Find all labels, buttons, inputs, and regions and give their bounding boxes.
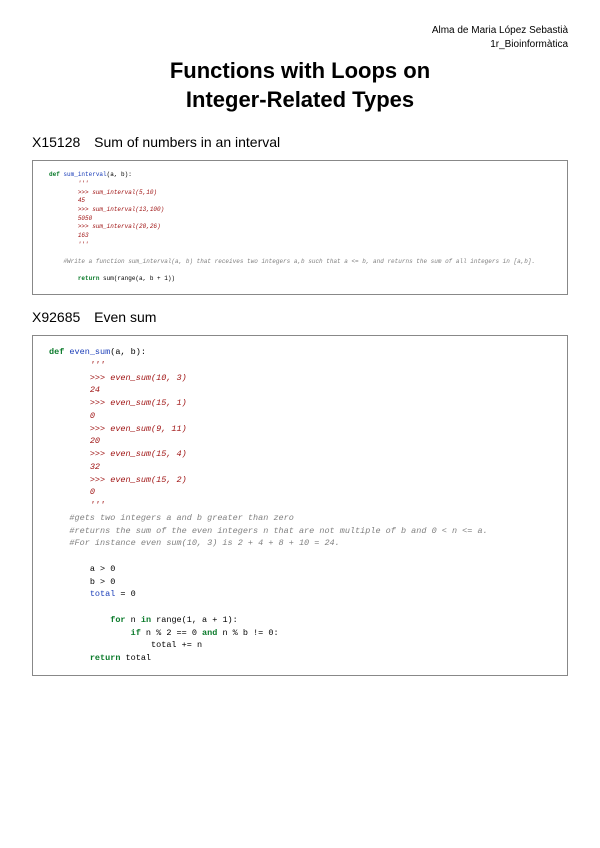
problem-id-2: X92685 — [32, 309, 80, 325]
keyword-return: return — [78, 275, 100, 282]
section-heading-2: X92685 Even sum — [32, 309, 568, 325]
doctest-line: 45 — [78, 197, 85, 204]
doctest-line: 0 — [90, 487, 95, 497]
doctest-line: >>> sum_interval(5,10) — [78, 189, 157, 196]
comment-line: #returns the sum of the even integers n … — [69, 526, 487, 536]
range-call: range(1, a + 1): — [151, 615, 238, 625]
doctest-line: 20 — [90, 436, 100, 446]
doctest-line: >>> sum_interval(13,100) — [78, 206, 164, 213]
doctest-line: 32 — [90, 462, 100, 472]
header-meta: Alma de Maria López Sebastià 1r_Bioinfor… — [32, 24, 568, 51]
page-title: Functions with Loops on Integer-Related … — [32, 57, 568, 114]
signature: (a, b): — [110, 347, 146, 357]
course-name: 1r_Bioinformàtica — [32, 38, 568, 52]
var-total: total — [90, 589, 116, 599]
problem-id-1: X15128 — [32, 134, 80, 150]
keyword-and: and — [202, 628, 217, 638]
stmt-increment: total += n — [151, 640, 202, 650]
code-block-2: def even_sum(a, b): ''' >>> even_sum(10,… — [32, 335, 568, 676]
title-line-1: Functions with Loops on — [32, 57, 568, 86]
keyword-in: in — [141, 615, 151, 625]
docstring-close: ''' — [90, 500, 105, 510]
doctest-line: >>> even_sum(9, 11) — [90, 424, 187, 434]
keyword-def: def — [49, 171, 60, 178]
docstring-open: ''' — [90, 360, 105, 370]
problem-name-2: Even sum — [94, 309, 156, 325]
signature: (a, b): — [107, 171, 132, 178]
author-name: Alma de Maria López Sebastià — [32, 24, 568, 38]
cond: n % 2 == 0 — [141, 628, 202, 638]
doctest-line: 5050 — [78, 215, 92, 222]
return-body: total — [120, 653, 151, 663]
docstring-open: ''' — [78, 180, 89, 187]
title-line-2: Integer-Related Types — [32, 86, 568, 115]
return-body: sum(range(a, b + 1)) — [99, 275, 175, 282]
keyword-if: if — [131, 628, 141, 638]
comment-line: #For instance even sum(10, 3) is 2 + 4 +… — [69, 538, 339, 548]
problem-name-1: Sum of numbers in an interval — [94, 134, 280, 150]
keyword-def: def — [49, 347, 64, 357]
stmt: a > 0 — [90, 564, 116, 574]
doctest-line: 0 — [90, 411, 95, 421]
docstring-close: ''' — [78, 241, 89, 248]
keyword-return: return — [90, 653, 121, 663]
assign: = 0 — [115, 589, 135, 599]
keyword-for: for — [110, 615, 125, 625]
cond: n % b != 0: — [217, 628, 278, 638]
doctest-line: >>> sum_interval(20,26) — [78, 223, 161, 230]
stmt: b > 0 — [90, 577, 116, 587]
doctest-line: >>> even_sum(15, 1) — [90, 398, 187, 408]
comment-line: #gets two integers a and b greater than … — [69, 513, 293, 523]
doctest-line: >>> even_sum(10, 3) — [90, 373, 187, 383]
function-name: sum_interval — [63, 171, 106, 178]
doctest-line: 163 — [78, 232, 89, 239]
doctest-line: 24 — [90, 385, 100, 395]
section-heading-1: X15128 Sum of numbers in an interval — [32, 134, 568, 150]
doctest-line: >>> even_sum(15, 4) — [90, 449, 187, 459]
function-name: even_sum — [69, 347, 110, 357]
code-block-1: def sum_interval(a, b): ''' >>> sum_inte… — [32, 160, 568, 295]
doctest-line: >>> even_sum(15, 2) — [90, 475, 187, 485]
comment-line: #Write a function sum_interval(a, b) tha… — [63, 258, 535, 265]
